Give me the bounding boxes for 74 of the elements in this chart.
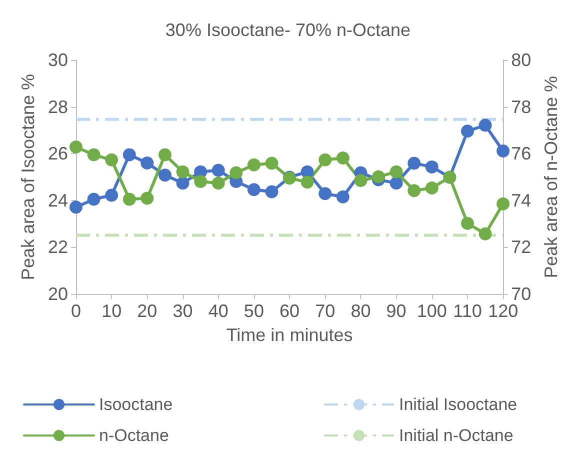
chart-title: 30% Isooctane- 70% n-Octane [165, 20, 411, 40]
point [140, 156, 154, 170]
point [461, 216, 474, 230]
legend-label: Isooctane [99, 395, 173, 414]
point [318, 187, 332, 200]
y2-tick-label: 76 [511, 144, 532, 164]
point [230, 166, 243, 180]
point [247, 183, 260, 196]
point [425, 160, 438, 174]
point [194, 174, 208, 188]
y-axis-title: Peak area of Isooctane % [18, 74, 38, 280]
point [140, 192, 154, 205]
point [176, 176, 190, 190]
point [390, 176, 403, 190]
x-tick-label: 60 [280, 301, 300, 321]
point [354, 174, 368, 188]
point [265, 156, 278, 170]
point [478, 227, 492, 240]
point [87, 192, 100, 206]
x-tick-label: 120 [488, 301, 518, 321]
point [408, 156, 421, 170]
y2-tick-label: 74 [511, 190, 532, 210]
x-tick-label: 20 [137, 301, 158, 321]
point [87, 148, 100, 162]
point [390, 165, 403, 178]
x-tick-label: 30 [172, 301, 193, 321]
y2-tick-label: 78 [511, 96, 532, 117]
point [122, 148, 136, 162]
x-tick-label: 50 [244, 301, 264, 321]
point [496, 144, 510, 158]
x-axis-title: Time in minutes [226, 325, 353, 345]
y2-tick-label: 72 [511, 237, 532, 258]
x-tick-label: 10 [102, 301, 122, 321]
x-tick-label: 110 [453, 301, 482, 321]
point [158, 148, 172, 162]
point [318, 153, 332, 166]
y2-tick-label: 70 [511, 284, 532, 304]
point [70, 200, 82, 214]
point [70, 140, 82, 154]
point [336, 190, 350, 204]
x-tick-label: 100 [416, 301, 447, 321]
point [176, 165, 190, 178]
x-tick-label: 80 [350, 301, 371, 321]
point [336, 152, 350, 165]
y-tick-label: 28 [48, 96, 68, 117]
y-tick-label: 26 [48, 144, 68, 164]
point [105, 153, 118, 166]
y-tick-label: 30 [48, 50, 68, 70]
y-tick-label: 20 [48, 284, 68, 304]
point [158, 168, 172, 182]
point [496, 197, 510, 210]
x-tick-label: 40 [208, 301, 228, 321]
y2-tick-label: 80 [511, 50, 532, 70]
point [247, 158, 260, 172]
x-tick-label: 0 [70, 301, 82, 321]
point [372, 170, 386, 184]
legend-label: n-Octane [99, 426, 169, 445]
legend-label: Initial Isooctane [399, 395, 518, 414]
y2-axis-title: Peak area of n-Octane % [541, 76, 561, 278]
y-tick-label: 22 [48, 237, 68, 258]
x-tick-label: 70 [315, 301, 336, 321]
legend-label: Initial n-Octane [399, 426, 514, 445]
point [408, 184, 421, 198]
point [425, 182, 438, 194]
point [212, 164, 225, 177]
point [122, 192, 136, 206]
x-tick-label: 90 [386, 301, 406, 321]
point [212, 176, 225, 190]
point [300, 176, 314, 189]
y-tick-label: 24 [48, 190, 68, 210]
point [105, 188, 118, 202]
point [461, 124, 474, 138]
point [265, 185, 278, 198]
point [478, 118, 492, 132]
